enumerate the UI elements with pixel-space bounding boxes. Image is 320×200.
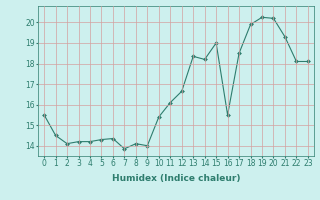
X-axis label: Humidex (Indice chaleur): Humidex (Indice chaleur) [112, 174, 240, 183]
